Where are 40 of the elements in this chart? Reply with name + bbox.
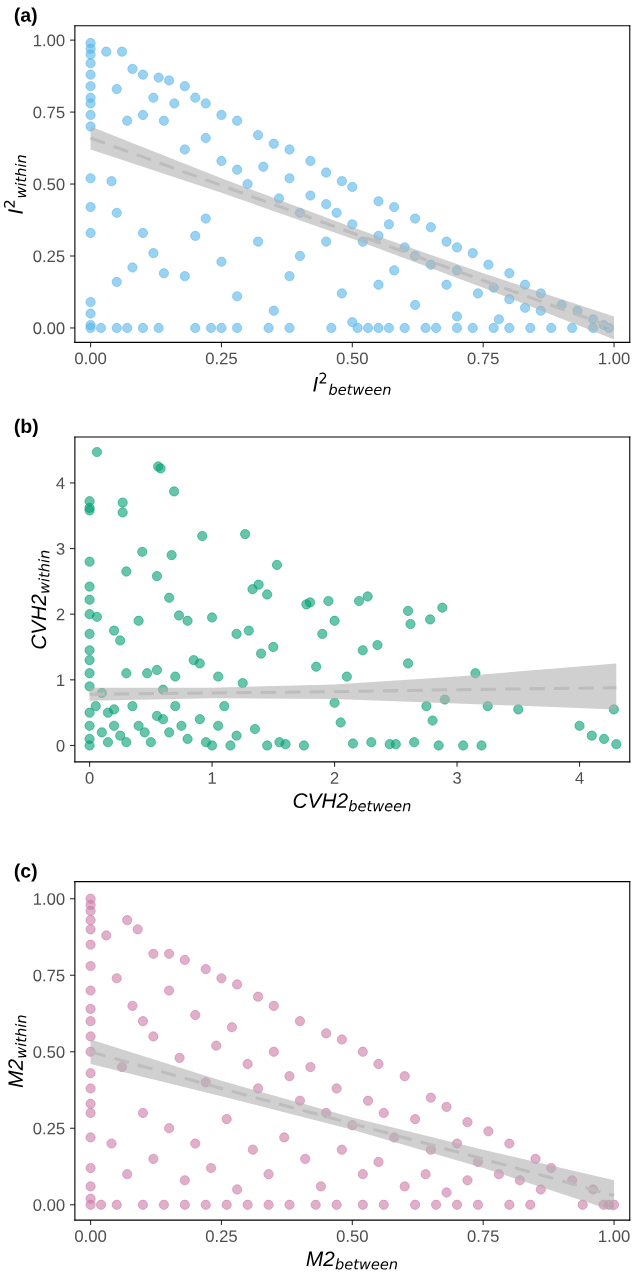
x-tick-label: 0.25 xyxy=(205,1230,237,1243)
chart-title: (a) xyxy=(14,7,37,26)
x-tick-label: 1.00 xyxy=(599,352,630,365)
x-tick-label: 2 xyxy=(330,772,339,784)
y-tick-label: 4 xyxy=(56,477,65,489)
y-axis-title: I$^{2}$$_{within}$ xyxy=(3,155,27,214)
x-tick-label: 0.50 xyxy=(336,352,368,365)
x-tick-label: 0.50 xyxy=(336,1230,368,1243)
x-tick-label: 3 xyxy=(453,772,461,784)
x-tick-label: 1 xyxy=(208,772,216,784)
y-tick-label: 0.25 xyxy=(33,250,65,263)
x-tick-label: 0.75 xyxy=(467,352,499,365)
y-tick-label: 1.00 xyxy=(33,893,65,905)
y-tick-label: 0.50 xyxy=(33,1046,65,1058)
x-axis-title: M2$_{between}$ xyxy=(306,1251,398,1270)
y-tick-label: 0.75 xyxy=(33,969,65,982)
chart-title: (c) xyxy=(14,863,37,882)
x-tick-label: 0.75 xyxy=(467,1230,499,1243)
y-tick-label: 0.50 xyxy=(33,178,65,191)
y-tick-label: 3 xyxy=(56,542,65,555)
x-tick-label: 1.00 xyxy=(599,1230,630,1243)
y-tick-label: 1.00 xyxy=(33,34,65,47)
x-axis-title: I$^{2}$$_{between}$ xyxy=(313,372,391,396)
x-tick-label: 0.00 xyxy=(75,352,107,365)
x-tick-label: 0.00 xyxy=(75,1230,107,1243)
line-series xyxy=(88,686,618,696)
chart-title: (b) xyxy=(14,418,38,437)
y-tick-label: 0.75 xyxy=(33,106,65,119)
y-tick-label: 0.00 xyxy=(33,322,65,335)
x-tick-label: 4 xyxy=(575,772,584,784)
x-tick-label: 0.25 xyxy=(205,352,237,365)
y-tick-label: 1 xyxy=(57,674,65,686)
y-tick-label: 0 xyxy=(56,739,65,752)
y-axis-title: M2$_{within}$ xyxy=(8,1015,27,1088)
y-axis-title: CVH2$_{within}$ xyxy=(31,550,50,649)
y-tick-label: 0.25 xyxy=(33,1122,65,1135)
x-axis-title: CVH2$_{between}$ xyxy=(293,793,411,812)
y-tick-label: 2 xyxy=(56,608,65,621)
y-tick-label: 0.00 xyxy=(33,1199,65,1211)
x-tick-label: 0 xyxy=(85,772,94,784)
